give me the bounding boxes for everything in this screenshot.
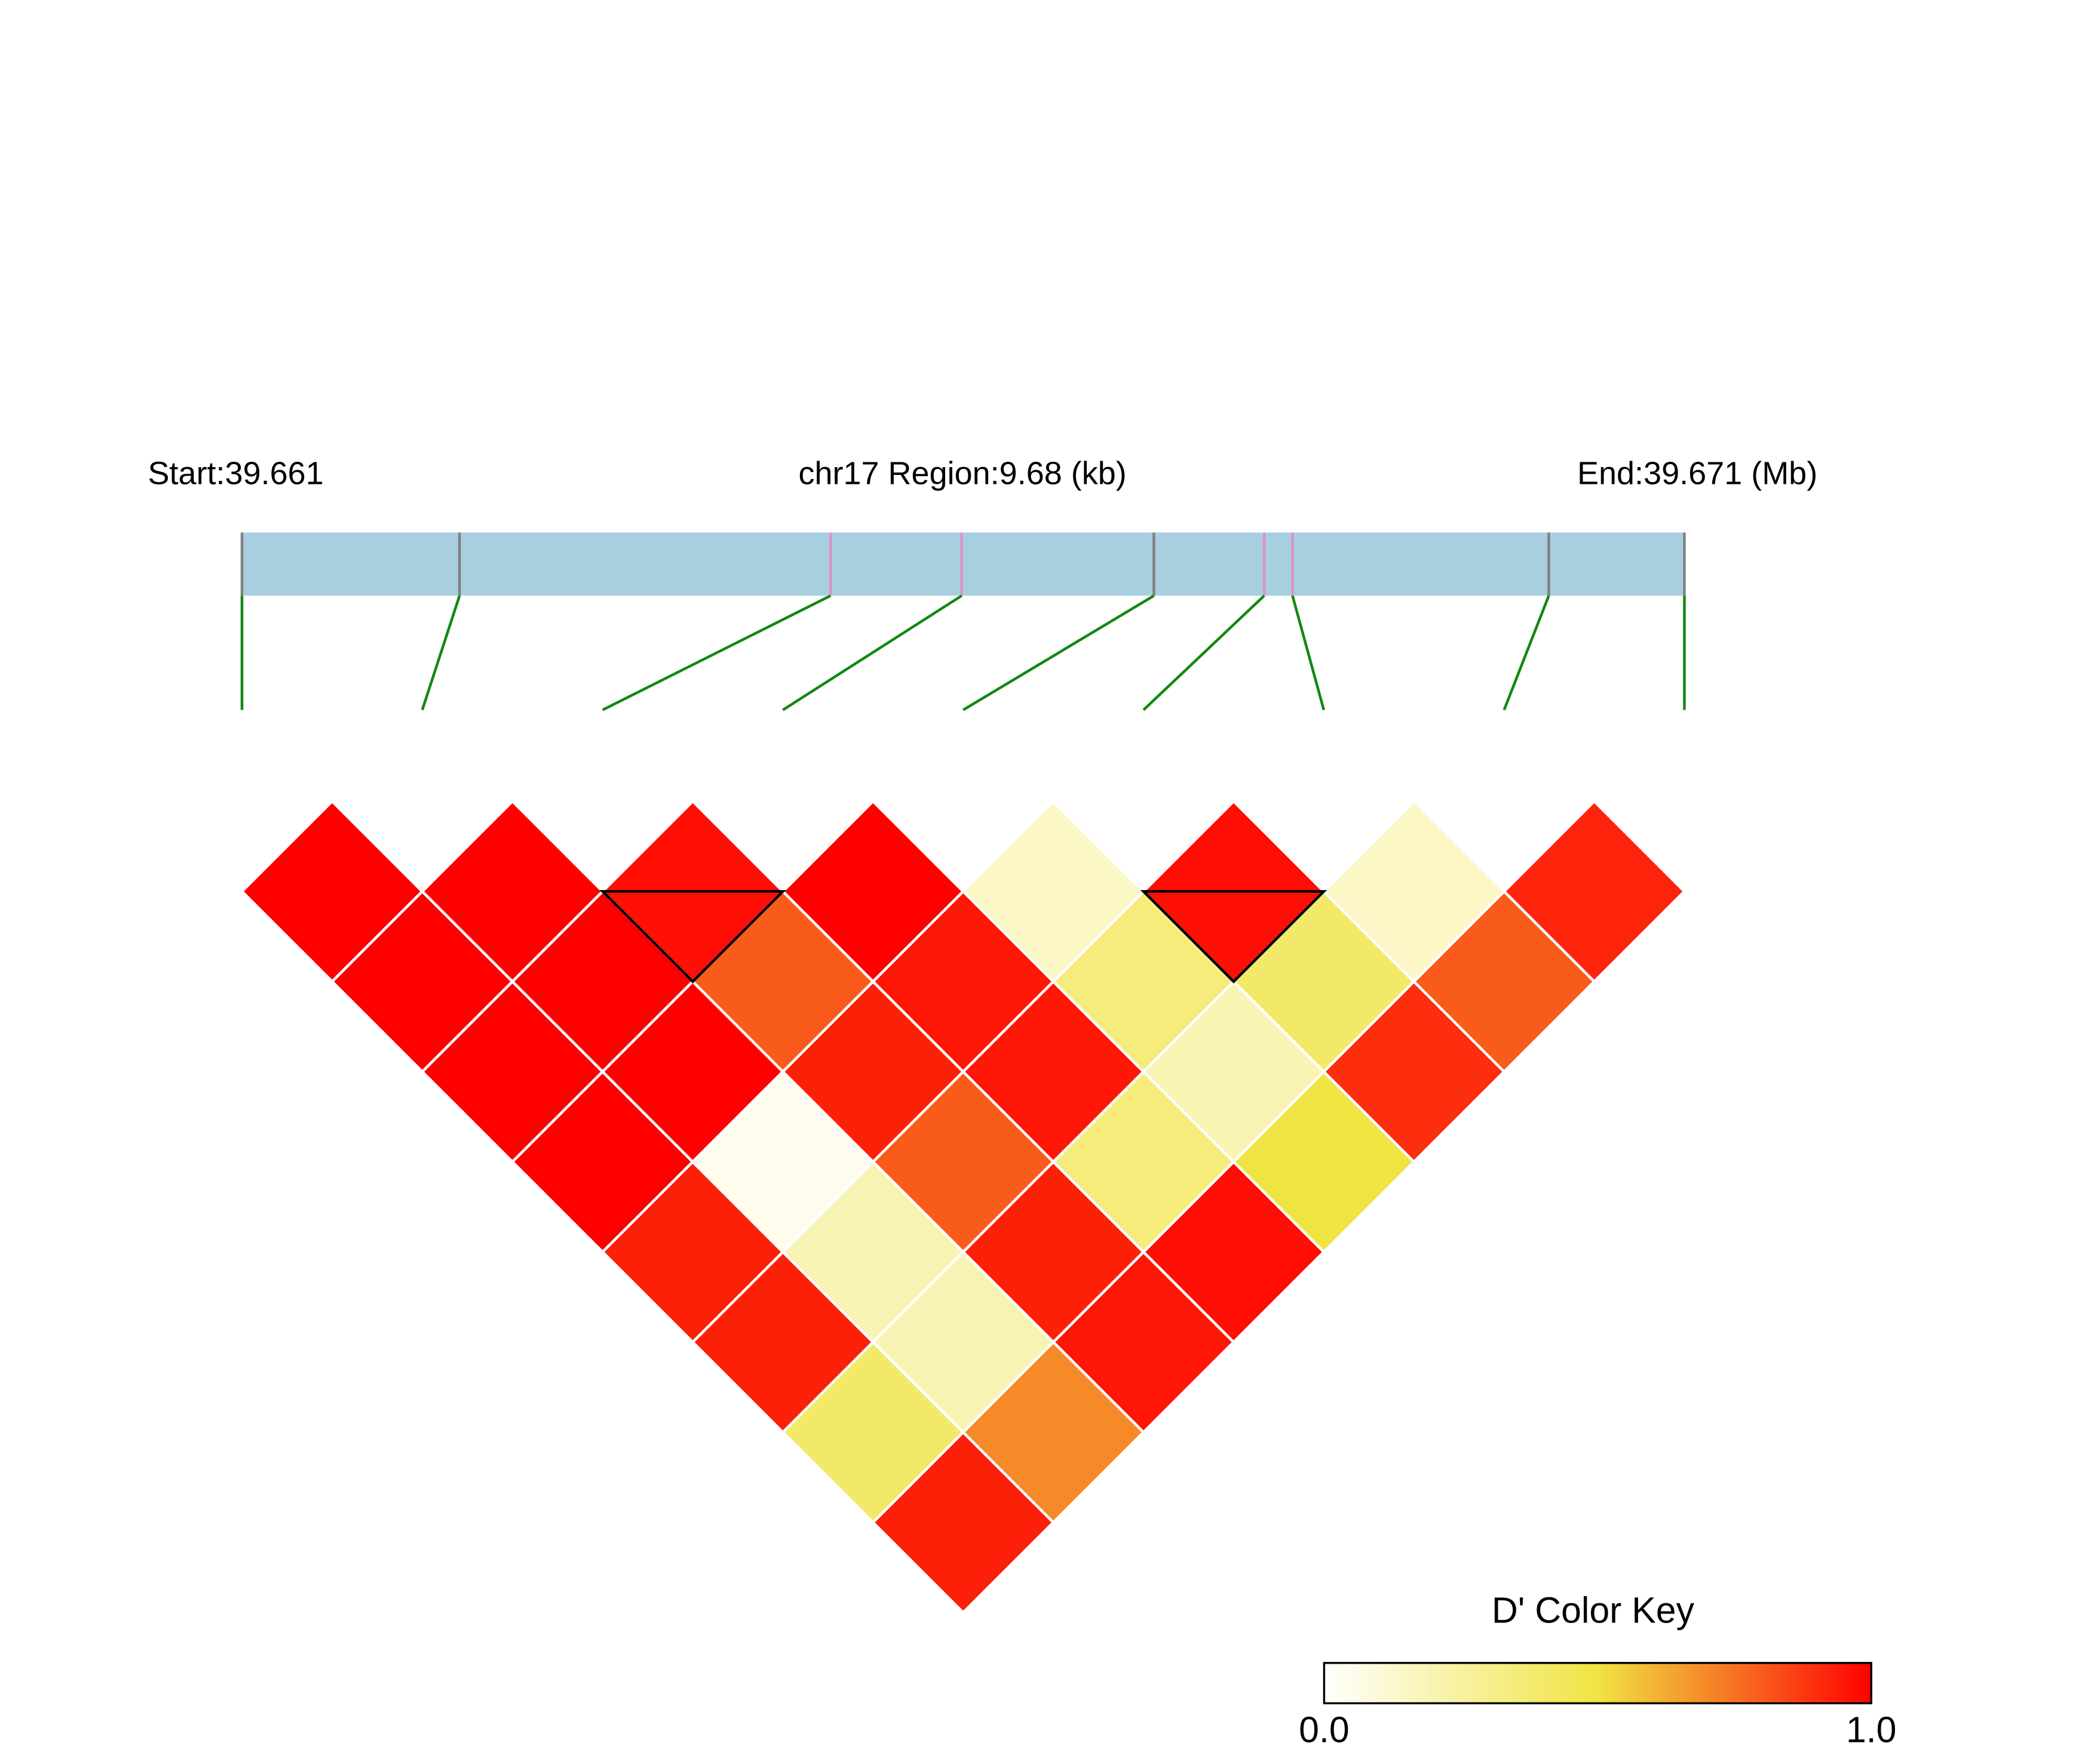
snp-connector [962, 594, 1155, 711]
snp-connector [602, 594, 832, 711]
ld-cell [1502, 799, 1687, 984]
snp-connector [1142, 594, 1265, 711]
legend-tick-label: 1.0 [1846, 1710, 1896, 1750]
legend-tick-label: 0.0 [1299, 1710, 1349, 1750]
region-bar [242, 532, 1685, 596]
snp-connector [1291, 595, 1326, 711]
haplotype-block [1140, 890, 1327, 984]
region-label: chr17 Region:9.68 (kb) [798, 455, 1126, 491]
snp-connector [782, 594, 962, 711]
snp-connector [421, 595, 461, 711]
color-key [1323, 1662, 1872, 1705]
start-label: Start:39.661 [148, 455, 324, 491]
haplotype-block [599, 890, 786, 984]
end-label: End:39.671 (Mb) [1577, 455, 1817, 491]
legend-title: D' Color Key [1492, 1590, 1695, 1630]
snp-connector [1503, 595, 1550, 711]
